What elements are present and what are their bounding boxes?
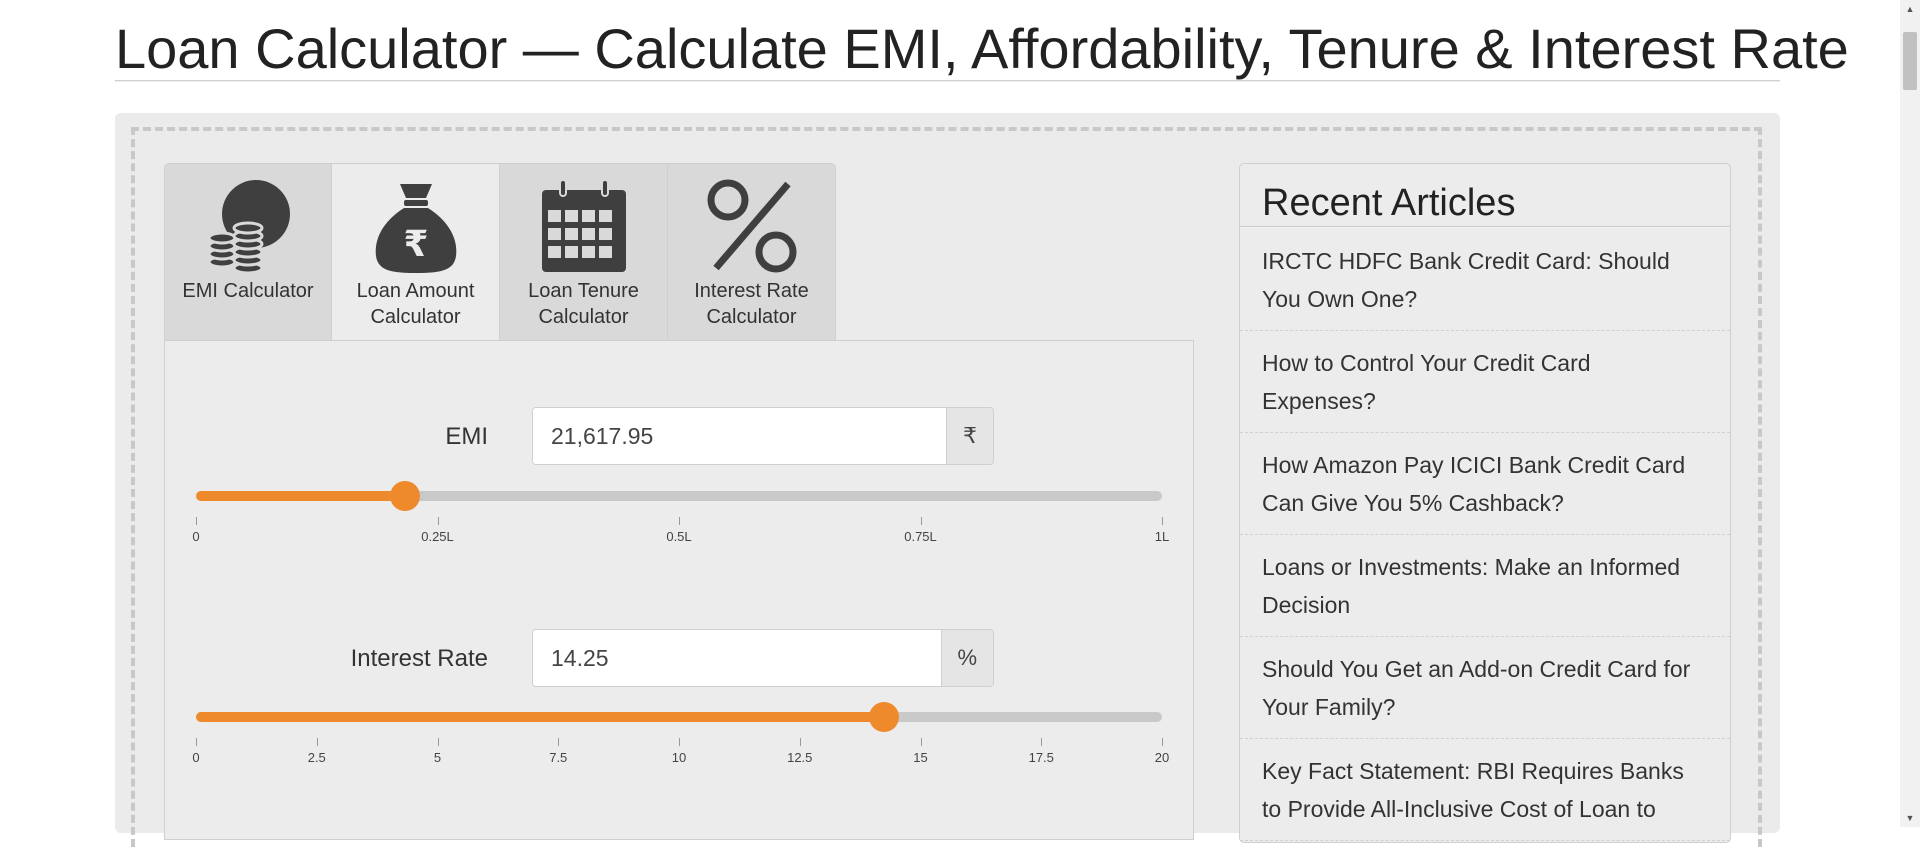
page-title: Loan Calculator — Calculate EMI, Afforda… [115,17,1849,80]
slider-tick-label: 7.5 [549,750,568,765]
percent-icon [707,179,796,273]
list-item: How to Control Your Credit Card Expenses… [1240,331,1730,433]
slider-tick-label: 0 [192,529,200,544]
slider-tick-label: 5 [433,750,442,765]
coins-icon [207,180,290,274]
tab-interest-rate-calculator[interactable]: Interest Rate Calculator [668,163,836,341]
list-item: Loans or Investments: Make an Informed D… [1240,535,1730,637]
scroll-up-arrow-icon[interactable]: ▲ [1905,4,1915,14]
slider-tick-label: 1L [1154,529,1170,544]
title-divider [115,80,1780,82]
page-scrollbar[interactable]: ▲ ▼ [1900,0,1920,827]
slider-tick [437,738,439,746]
article-link[interactable]: IRCTC HDFC Bank Credit Card: Should You … [1262,247,1670,312]
slider-tick [679,517,680,525]
slider-fill [196,491,405,501]
recent-articles-sidebar: Recent Articles IRCTC HDFC Bank Credit C… [1239,163,1731,843]
slider-tick [558,738,560,746]
slider-track [196,491,1162,501]
tab-label: Loan Tenure Calculator [528,280,639,328]
slider-tick [920,738,922,746]
slider-tick-label: 12.5 [787,750,813,765]
slider-tick [1162,517,1163,525]
interest-rate-slider[interactable] [196,698,1162,738]
list-item: Should You Get an Add-on Credit Card for… [1240,637,1730,739]
percent-addon: % [940,630,993,686]
tab-emi-calculator[interactable]: EMI Calculator [164,163,332,341]
slider-tick [1162,738,1163,746]
tab-loan-tenure-calculator[interactable]: Loan Tenure Calculator [500,163,668,341]
slider-tick-label: 17.5 [1028,750,1054,765]
sidebar-title-divider [1240,226,1730,228]
emi-input-group: ₹ [532,407,994,465]
list-item: IRCTC HDFC Bank Credit Card: Should You … [1240,229,1730,331]
tab-label: Loan Amount Calculator [356,280,475,328]
article-list: IRCTC HDFC Bank Credit Card: Should You … [1240,229,1730,841]
scrollbar-thumb[interactable] [1903,32,1917,90]
emi-slider[interactable] [196,477,1162,517]
article-link[interactable]: Loans or Investments: Make an Informed D… [1262,553,1681,618]
slider-tick [799,738,801,746]
tab-label: EMI Calculator [182,280,314,302]
slider-tick-label: 0.5L [666,529,692,544]
slider-tick [920,517,922,525]
interest-rate-slider-scale: 0 2.5 5 7.5 10 12.5 15 17.5 20 [192,738,1169,778]
tab-label: Interest Rate Calculator [694,280,809,328]
slider-tick [196,738,197,746]
slider-tick-label: 0 [192,750,200,765]
slider-tick-label: 2.5 [307,750,326,765]
svg-text:₹: ₹ [403,224,428,265]
sidebar-title: Recent Articles [1262,182,1516,224]
slider-tick-label: 0.75L [904,529,937,544]
slider-handle[interactable] [389,481,420,511]
interest-rate-label: Interest Rate [350,645,488,672]
slider-fill [196,712,885,722]
tab-loan-amount-calculator[interactable]: ₹ Loan Amount Calculator [332,163,500,343]
slider-tick [1041,738,1043,746]
calculator-dashed-border [131,127,1762,847]
interest-rate-input-group: % [532,629,994,687]
list-item: Key Fact Statement: RBI Requires Banks t… [1240,739,1730,841]
article-link[interactable]: How Amazon Pay ICICI Bank Credit Card Ca… [1262,451,1686,516]
slider-tick-label: 0.25L [421,529,454,544]
article-link[interactable]: Should You Get an Add-on Credit Card for… [1262,655,1691,720]
calendar-icon [541,179,626,272]
slider-tick [679,738,680,746]
slider-tick-label: 20 [1154,750,1170,765]
calculator-tabs: EMI Calculator ₹ Loan Amount Calculator … [164,163,836,343]
article-link[interactable]: Key Fact Statement: RBI Requires Banks t… [1262,757,1684,822]
slider-tick-label: 10 [671,750,687,765]
slider-tick [437,517,439,525]
slider-tick [196,517,197,525]
emi-input[interactable] [533,408,947,464]
slider-tick [316,738,318,746]
slider-handle[interactable] [869,702,900,732]
rupee-addon: ₹ [946,408,993,464]
scroll-down-arrow-icon[interactable]: ▼ [1905,813,1915,823]
emi-label: EMI [445,423,488,450]
emi-slider-scale: 0 0.25L 0.5L 0.75L 1L [192,517,1169,557]
list-item: How Amazon Pay ICICI Bank Credit Card Ca… [1240,433,1730,535]
article-link[interactable]: How to Control Your Credit Card Expenses… [1262,349,1591,414]
interest-rate-input[interactable] [533,630,941,686]
slider-tick-label: 15 [913,750,928,765]
money-bag-rupee-icon: ₹ [375,184,456,273]
